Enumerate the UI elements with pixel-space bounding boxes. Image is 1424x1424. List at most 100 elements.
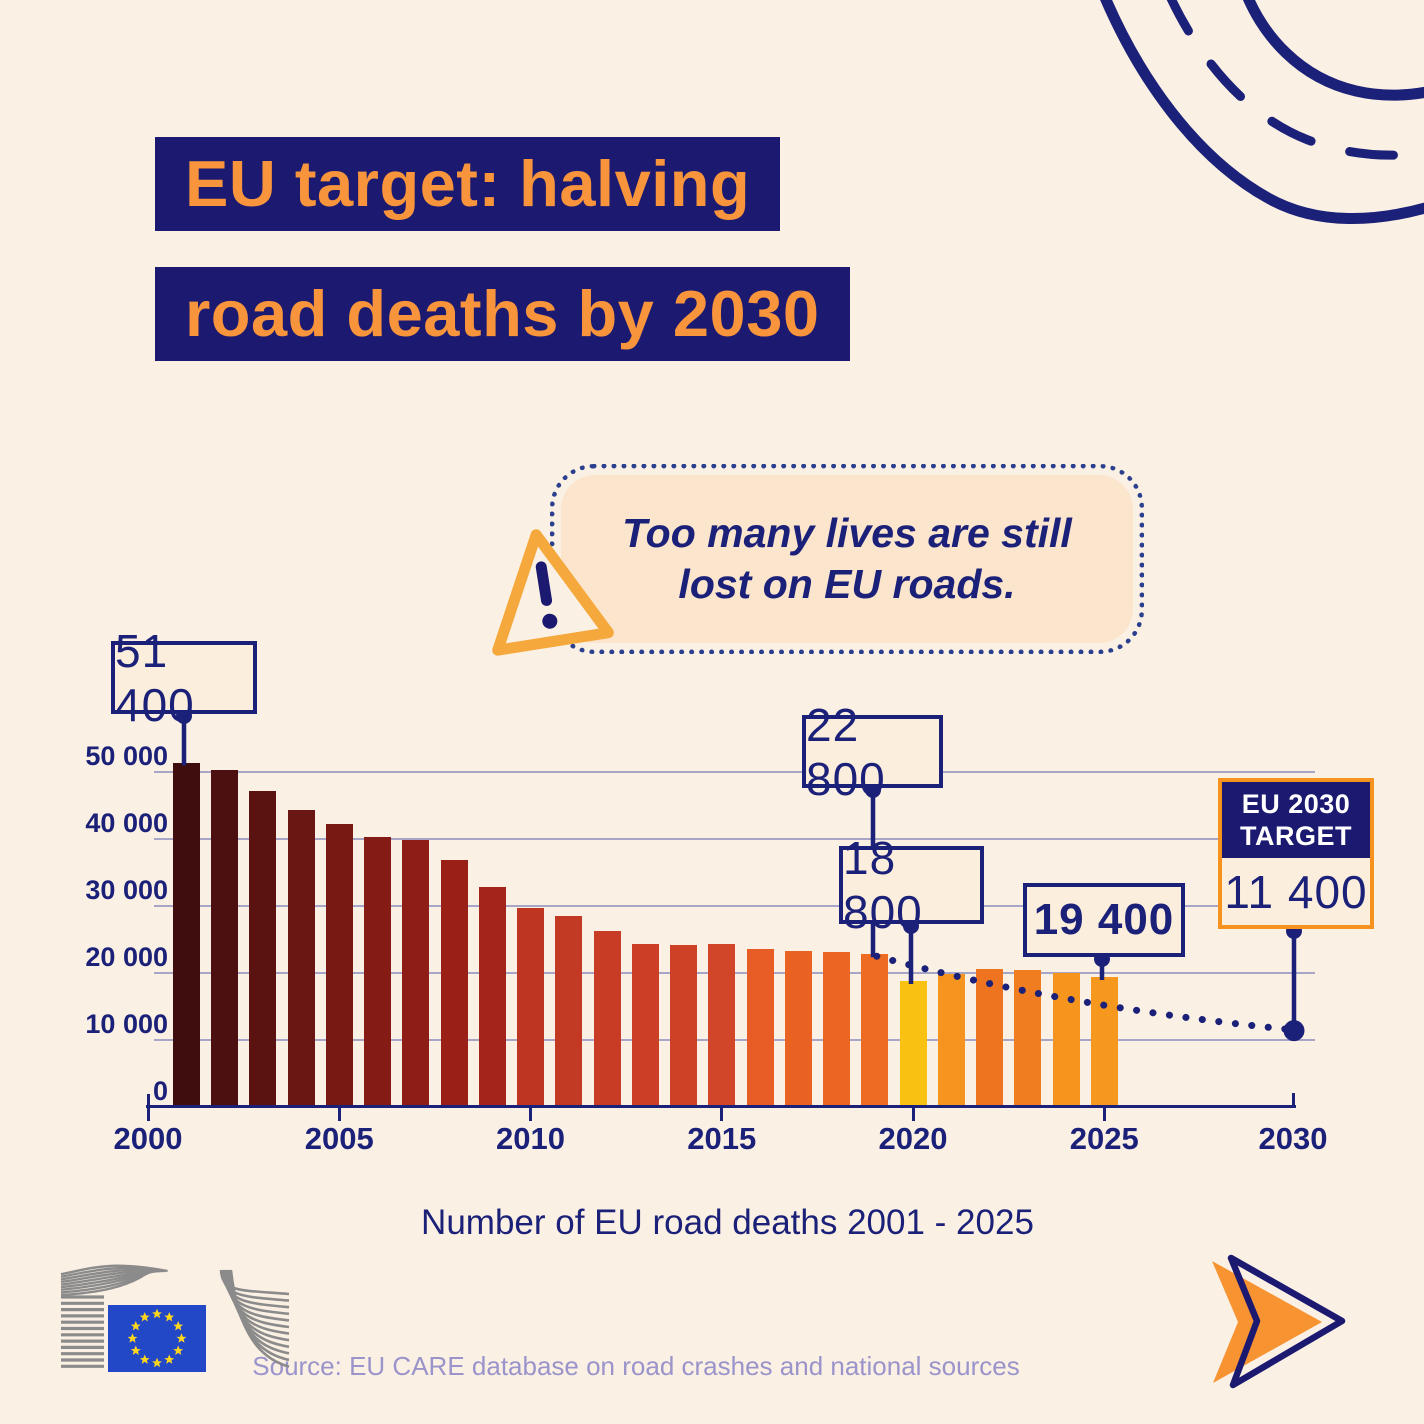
- callout-text-line-2: lost on EU roads.: [678, 560, 1016, 607]
- annotation-eu-2030-target: EU 2030 TARGET 11 400: [1218, 778, 1374, 929]
- target-title-line-2: TARGET: [1240, 821, 1352, 851]
- x-tick-label-2030: 2030: [1258, 1121, 1328, 1156]
- x-tick-label-2020: 2020: [878, 1121, 948, 1156]
- logo-right-fan-line: [226, 1269, 290, 1342]
- x-tick-2000: [146, 1108, 150, 1121]
- next-arrow-outline: [1227, 1254, 1346, 1389]
- road-illustration: [1100, 0, 1424, 224]
- bar-2010: [517, 908, 544, 1107]
- callout-bubble-fill: Too many lives are still lost on EU road…: [561, 475, 1133, 643]
- bar-2003: [249, 790, 277, 1107]
- bar-2016: [746, 948, 774, 1107]
- logo-left-fan-line: [60, 1266, 166, 1278]
- y-tick-label-20000: 20 000: [85, 942, 168, 972]
- logo-right-fan-line: [224, 1269, 290, 1329]
- x-tick-2030: [1291, 1093, 1295, 1106]
- target-value: 11 400: [1224, 865, 1368, 918]
- annotation-2001-label: 51 400: [115, 624, 195, 731]
- bar-2020: [899, 981, 927, 1107]
- callout-bubble: Too many lives are still lost on EU road…: [550, 464, 1144, 654]
- annotation-2025-value: 19 400: [1023, 883, 1185, 957]
- y-tick-label-50000: 50 000: [85, 741, 168, 771]
- eu-flag-star: [173, 1321, 184, 1331]
- y-tick-label-10000: 10 000: [85, 1009, 168, 1039]
- logo-left-fan-line: [60, 1269, 153, 1294]
- x-tick-cap-2000: [146, 1094, 150, 1106]
- logo-right-fan-line: [220, 1269, 290, 1302]
- title-line-2: road deaths by 2030: [155, 267, 850, 361]
- bar-2011: [555, 916, 583, 1107]
- bar-2008: [440, 859, 468, 1107]
- chart-caption: Number of EU road deaths 2001 - 2025: [421, 1203, 1034, 1242]
- gridline-40000: [154, 838, 1315, 840]
- bar-2014: [670, 944, 697, 1107]
- road-center-dashed-line: [1166, 0, 1424, 160]
- annotation-2001-value: 51 400: [111, 625, 257, 731]
- x-tick-label-2015: 2015: [687, 1121, 757, 1156]
- callout-text-line-1: Too many lives are still: [622, 510, 1072, 557]
- x-tick-2025: [1102, 1108, 1106, 1121]
- bar-2022: [976, 968, 1003, 1107]
- logo-right-fan-line: [228, 1269, 290, 1362]
- eu-flag-star: [176, 1333, 187, 1343]
- eu-flag-star: [130, 1321, 141, 1331]
- x-tick-2020: [911, 1108, 915, 1121]
- eu-flag-star: [164, 1312, 175, 1322]
- y-tick-label-30000: 30 000: [85, 875, 168, 905]
- logo-right-fan-line: [223, 1269, 290, 1322]
- bar-2002: [211, 769, 238, 1107]
- bar-2009: [478, 886, 506, 1107]
- eu-flag-star: [127, 1333, 138, 1343]
- target-title-line-1: EU 2030: [1241, 789, 1351, 819]
- logo-left-fan-line: [60, 1269, 159, 1286]
- logo-right-fan-line: [221, 1269, 290, 1309]
- bar-2012: [593, 931, 621, 1107]
- logo-left-fan-line: [60, 1270, 151, 1297]
- annotation-2025-label: 19 400: [1033, 895, 1175, 944]
- x-tick-2005: [337, 1108, 341, 1121]
- gridline-30000: [154, 905, 1315, 907]
- y-tick-label-40000: 40 000: [85, 808, 168, 838]
- logo-left-fan-line: [60, 1269, 155, 1291]
- bar-2007: [402, 839, 430, 1107]
- bar-2021: [937, 974, 965, 1107]
- logo-right-fan-line: [227, 1269, 290, 1355]
- logo-right-fan-line: [226, 1269, 290, 1349]
- bar-2017: [784, 950, 812, 1107]
- bar-2005: [325, 823, 353, 1107]
- next-arrow-icon[interactable]: [1212, 1254, 1346, 1389]
- x-tick-label-2005: 2005: [304, 1121, 374, 1156]
- x-tick-label-2010: 2010: [496, 1121, 565, 1156]
- logo-right-fan-line: [225, 1269, 290, 1335]
- x-tick-2010: [529, 1108, 532, 1121]
- x-axis: [146, 1105, 1296, 1108]
- bar-2013: [631, 944, 659, 1107]
- annotation-2020-label: 18 800: [843, 832, 923, 938]
- title-line-1: EU target: halving: [155, 137, 781, 231]
- bar-2024: [1052, 973, 1080, 1107]
- next-arrow-fill: [1212, 1261, 1322, 1383]
- gridline-50000: [154, 771, 1315, 773]
- bar-2019: [861, 954, 889, 1107]
- bar-2025: [1090, 977, 1118, 1107]
- road-left-edge: [1100, 0, 1424, 224]
- x-tick-label-2000: 2000: [113, 1121, 183, 1156]
- annotation-2019-value: 22 800: [802, 699, 943, 805]
- logo-left-fan-line: [60, 1269, 162, 1284]
- y-tick-label-0: 0: [152, 1076, 168, 1106]
- bar-2001: [172, 762, 200, 1107]
- logo-right-fan-line: [222, 1269, 290, 1316]
- bar-2015: [708, 943, 736, 1107]
- bar-2018: [823, 952, 850, 1107]
- eu-flag-star: [139, 1312, 150, 1322]
- bar-2004: [287, 810, 315, 1107]
- bar-2023: [1014, 970, 1042, 1107]
- target-endpoint-dot: [1283, 1020, 1305, 1042]
- x-tick-label-2025: 2025: [1069, 1121, 1139, 1156]
- x-tick-2015: [720, 1108, 724, 1121]
- annotation-2019-label: 22 800: [806, 698, 886, 805]
- logo-left-fan-line: [60, 1264, 168, 1276]
- eu-flag-star: [152, 1308, 162, 1319]
- logo-left-fan-line: [60, 1268, 164, 1281]
